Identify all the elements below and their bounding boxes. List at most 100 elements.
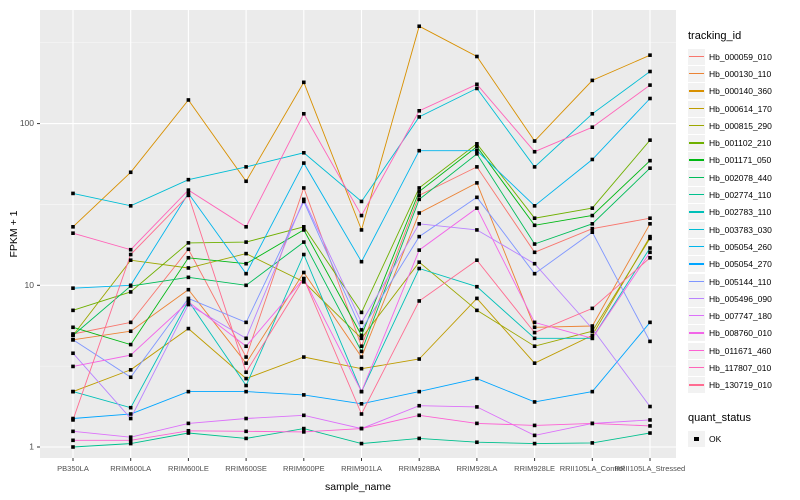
data-point [532, 223, 537, 228]
legend-entry-label: Hb_002078_440 [709, 172, 772, 183]
data-point [186, 326, 191, 331]
data-point [417, 299, 421, 303]
data-point [475, 152, 479, 156]
legend-key-line-icon [688, 325, 705, 342]
legend-key-line-icon [688, 187, 705, 204]
data-point [590, 336, 595, 341]
data-point [417, 189, 421, 194]
data-point [186, 266, 191, 270]
data-point [244, 271, 248, 276]
legend-entry-Hb_002783_110: Hb_002783_110 [688, 204, 800, 221]
data-point [244, 225, 248, 229]
data-point [648, 69, 652, 74]
legend-entry-Hb_000815_290: Hb_000815_290 [688, 117, 800, 134]
data-point [359, 213, 364, 218]
legend-entry-label: Hb_011671_460 [709, 345, 772, 356]
legend-entry-Hb_007747_180: Hb_007747_180 [688, 307, 800, 325]
data-point [359, 412, 364, 416]
legend-entry-Hb_003783_030: Hb_003783_030 [688, 221, 800, 238]
legend-entry-quant-OK: OK [688, 430, 800, 447]
legend-key-line-icon [688, 83, 705, 100]
data-point [302, 355, 306, 359]
data-point [532, 433, 537, 438]
data-point [186, 191, 191, 196]
x-tick-label: RRIM600LE [168, 464, 209, 473]
data-point [590, 389, 595, 394]
data-point [244, 344, 248, 349]
data-point [244, 370, 248, 375]
data-point [128, 412, 133, 416]
data-point [128, 353, 133, 357]
data-point [417, 389, 421, 394]
data-point [475, 142, 479, 146]
data-point [532, 361, 537, 365]
legend-entry-Hb_011671_460: Hb_011671_460 [688, 342, 800, 359]
legend-key-line-icon [688, 273, 705, 290]
legend-entry-Hb_117807_010: Hb_117807_010 [688, 359, 800, 376]
data-point [417, 266, 421, 271]
data-point [648, 166, 652, 170]
data-point [648, 138, 652, 142]
data-point [71, 338, 75, 342]
data-point [475, 440, 479, 445]
data-point [244, 429, 248, 434]
data-point [186, 389, 191, 394]
data-point [71, 225, 75, 229]
legend-entry-label: Hb_000815_290 [709, 120, 772, 131]
data-point [186, 300, 191, 304]
legend-entry-Hb_005496_090: Hb_005496_090 [688, 290, 800, 307]
legend-key-line-icon [688, 238, 705, 255]
data-point [244, 383, 248, 388]
data-point [244, 251, 248, 256]
data-point [128, 252, 133, 257]
data-point [590, 333, 595, 338]
data-point [71, 325, 75, 330]
legend-title-quant-status: quant_status [688, 411, 751, 424]
data-point [186, 255, 191, 260]
data-point [186, 302, 191, 307]
data-point [186, 287, 191, 292]
legend-key-line-icon [688, 359, 705, 376]
data-point [128, 320, 133, 325]
data-point [532, 423, 537, 428]
data-point [302, 393, 306, 397]
x-tick-label: RRII105LA_Control [560, 464, 625, 473]
data-point [475, 308, 479, 313]
legend-key-line-icon [688, 100, 705, 117]
data-point [244, 261, 248, 266]
data-point [532, 250, 537, 255]
legend-entry-label: Hb_117807_010 [709, 362, 772, 373]
x-tick-label: PB350LA [57, 464, 89, 473]
data-point [532, 261, 537, 266]
data-point [128, 405, 133, 410]
data-point [475, 86, 479, 91]
data-point [71, 438, 75, 443]
legend-entry-Hb_002774_110: Hb_002774_110 [688, 186, 800, 204]
data-point [417, 260, 421, 264]
legend-entry-label: Hb_005144_110 [709, 276, 772, 287]
data-point [128, 204, 133, 208]
legend-entry-Hb_130719_010: Hb_130719_010 [688, 377, 800, 394]
legend: tracking_id Hb_000059_010 Hb_000130_110 Hb… [688, 30, 800, 447]
data-point [475, 165, 479, 169]
data-point [128, 329, 133, 334]
data-point [302, 252, 306, 257]
legend-entry-label: Hb_005054_260 [709, 241, 772, 252]
data-point [648, 53, 652, 57]
legend-key-line-icon [688, 48, 705, 65]
data-point [244, 355, 248, 359]
data-point [648, 424, 652, 428]
data-point [475, 195, 479, 200]
data-point [359, 401, 364, 406]
legend-entry-Hb_000130_110: Hb_000130_110 [688, 65, 800, 82]
legend-entry-label: Hb_002783_110 [709, 207, 772, 218]
data-point [128, 290, 133, 294]
data-point [417, 413, 421, 418]
data-point [417, 403, 421, 408]
legend-entry-label: Hb_130719_010 [709, 380, 772, 391]
data-point [648, 246, 652, 250]
y-axis-title: FPKM + 1 [8, 210, 20, 258]
legend-entry-Hb_005144_110: Hb_005144_110 [688, 273, 800, 290]
data-point [244, 240, 248, 244]
